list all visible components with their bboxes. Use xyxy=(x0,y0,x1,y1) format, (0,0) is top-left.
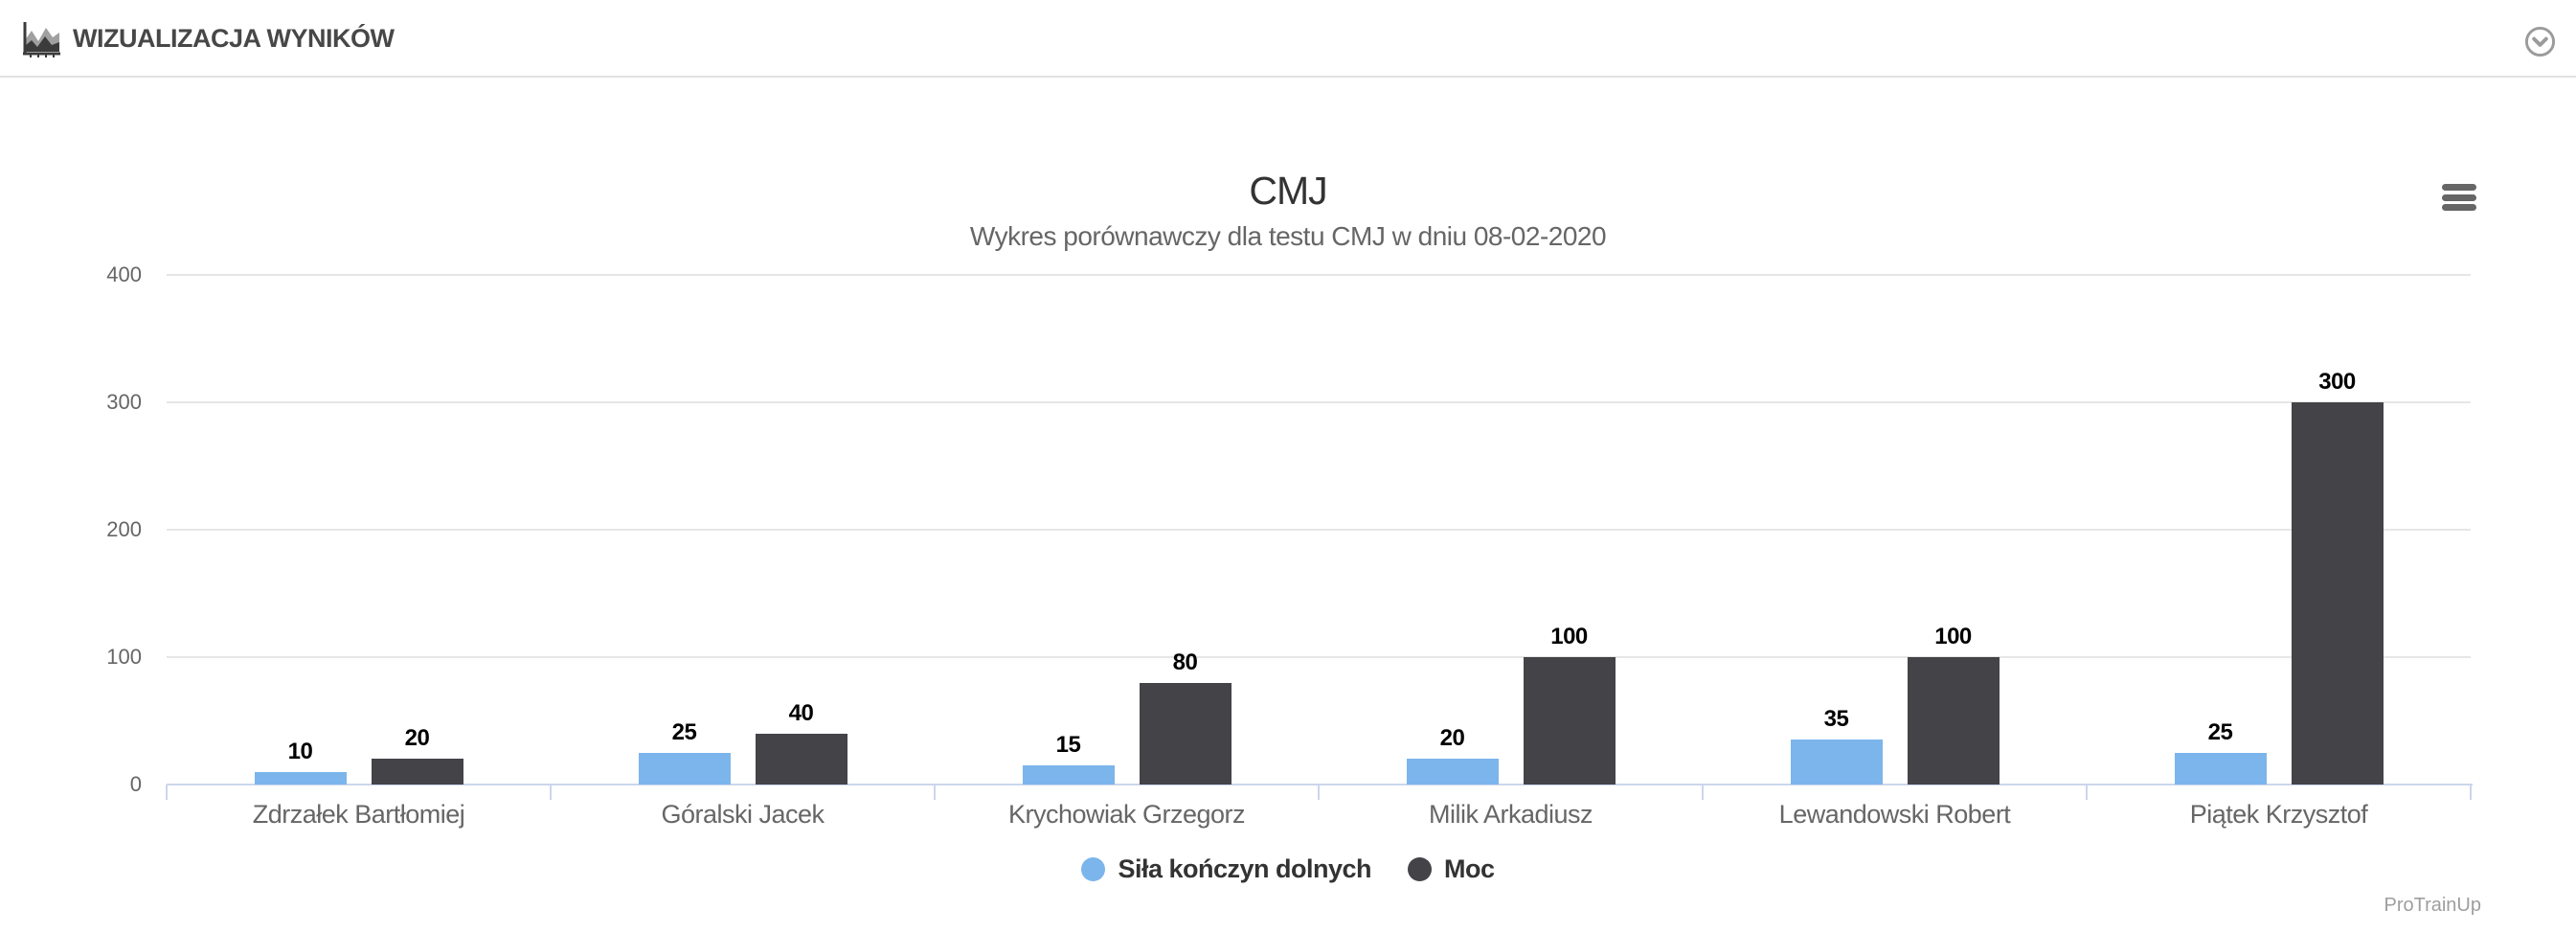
bar-column: 15 xyxy=(1022,732,1115,785)
x-axis-tick xyxy=(1318,785,1320,800)
bar-group: 25 40 xyxy=(551,275,935,785)
y-axis-label: 400 xyxy=(106,262,142,286)
x-axis-tick xyxy=(2470,785,2472,800)
bar-moc[interactable] xyxy=(1907,657,2000,785)
bar-column: 25 xyxy=(638,719,731,785)
chart-credit: ProTrainUp xyxy=(2384,895,2481,916)
area-chart-icon xyxy=(23,22,60,57)
bar-value-label: 20 xyxy=(1439,725,1465,751)
bar-column: 300 xyxy=(2291,369,2384,785)
collapse-panel-button[interactable] xyxy=(2524,26,2556,57)
bar-siła-kończyn-dolnych[interactable] xyxy=(2174,753,2267,785)
category-label: Góralski Jacek xyxy=(661,800,825,829)
category-label: Lewandowski Robert xyxy=(1778,800,2011,829)
chart-title: CMJ xyxy=(1249,169,1327,213)
bar-group: 10 20 xyxy=(167,275,551,785)
y-axis-label: 200 xyxy=(106,517,142,541)
bar-group: 35 100 xyxy=(1703,275,2087,785)
bar-moc[interactable] xyxy=(755,734,847,785)
bar-value-label: 300 xyxy=(2318,369,2356,395)
bar-value-label: 20 xyxy=(404,725,430,751)
y-axis-label: 0 xyxy=(129,772,142,796)
bar-siła-kończyn-dolnych[interactable] xyxy=(1790,740,1883,785)
x-axis-tick xyxy=(550,785,552,800)
chart-subtitle: Wykres porównawczy dla testu CMJ w dniu … xyxy=(969,221,1607,251)
category-label: Piątek Krzysztof xyxy=(2189,800,2368,829)
chevron-down-circle-icon xyxy=(2524,26,2556,57)
category-label: Zdrzałek Bartłomiej xyxy=(252,800,465,829)
x-axis-tick xyxy=(1702,785,1704,800)
bar-column: 100 xyxy=(1907,624,2000,785)
hamburger-menu-icon xyxy=(2442,184,2476,191)
hamburger-menu-icon xyxy=(2442,204,2476,211)
gridline xyxy=(167,274,2471,276)
results-visualization-header: WIZUALIZACJA WYNIKÓW xyxy=(0,0,2576,78)
gridline xyxy=(167,401,2471,403)
bar-value-label: 40 xyxy=(788,700,814,726)
bar-column: 35 xyxy=(1790,706,1883,785)
hamburger-menu-icon xyxy=(2442,193,2476,201)
bar-value-label: 25 xyxy=(671,719,697,745)
legend-item-moc[interactable]: Moc xyxy=(1408,854,1495,884)
legend-marker-icon xyxy=(1081,857,1106,881)
x-axis-tick xyxy=(166,785,168,800)
category-label: Milik Arkadiusz xyxy=(1428,800,1593,829)
bar-value-label: 100 xyxy=(1934,624,1972,649)
bar-value-label: 25 xyxy=(2207,719,2233,745)
chart-context-menu-button[interactable] xyxy=(2440,182,2478,213)
bar-column: 80 xyxy=(1139,649,1232,785)
x-axis-tick xyxy=(2086,785,2088,800)
x-axis-line xyxy=(167,784,2473,785)
bar-value-label: 10 xyxy=(287,739,313,764)
bar-siła-kończyn-dolnych[interactable] xyxy=(1406,759,1499,785)
bar-value-label: 80 xyxy=(1172,649,1198,675)
page-title: WIZUALIZACJA WYNIKÓW xyxy=(73,24,395,53)
category-label: Krychowiak Grzegorz xyxy=(1007,800,1246,829)
gridline xyxy=(167,656,2471,658)
bar-column: 25 xyxy=(2174,719,2267,785)
bar-group: 25 300 xyxy=(2087,275,2471,785)
bar-moc[interactable] xyxy=(2291,402,2384,785)
legend-marker-icon xyxy=(1408,857,1433,881)
bar-moc[interactable] xyxy=(371,759,463,785)
bar-moc[interactable] xyxy=(1523,657,1616,785)
bar-column: 40 xyxy=(755,700,847,785)
bar-moc[interactable] xyxy=(1139,683,1232,785)
bar-column: 20 xyxy=(371,725,463,785)
x-axis-tick xyxy=(934,785,936,800)
y-axis-label: 300 xyxy=(106,390,142,414)
y-axis-label: 100 xyxy=(106,645,142,669)
legend-item-siła-kończyn-dolnych[interactable]: Siła kończyn dolnych xyxy=(1081,854,1372,884)
bar-siła-kończyn-dolnych[interactable] xyxy=(638,753,731,785)
bar-column: 100 xyxy=(1523,624,1616,785)
legend-label: Siła kończyn dolnych xyxy=(1118,854,1372,883)
bar-siła-kończyn-dolnych[interactable] xyxy=(254,772,347,785)
gridline xyxy=(167,529,2471,531)
chart-legend: Siła kończyn dolnych Moc xyxy=(0,854,2576,884)
bar-column: 20 xyxy=(1406,725,1499,785)
bar-column: 10 xyxy=(254,739,347,785)
bar-value-label: 100 xyxy=(1550,624,1588,649)
legend-label: Moc xyxy=(1444,854,1495,883)
bar-group: 15 80 xyxy=(935,275,1319,785)
bar-value-label: 35 xyxy=(1823,706,1849,732)
bar-value-label: 15 xyxy=(1055,732,1081,758)
bar-group: 20 100 xyxy=(1319,275,1703,785)
bar-siła-kończyn-dolnych[interactable] xyxy=(1022,765,1115,785)
